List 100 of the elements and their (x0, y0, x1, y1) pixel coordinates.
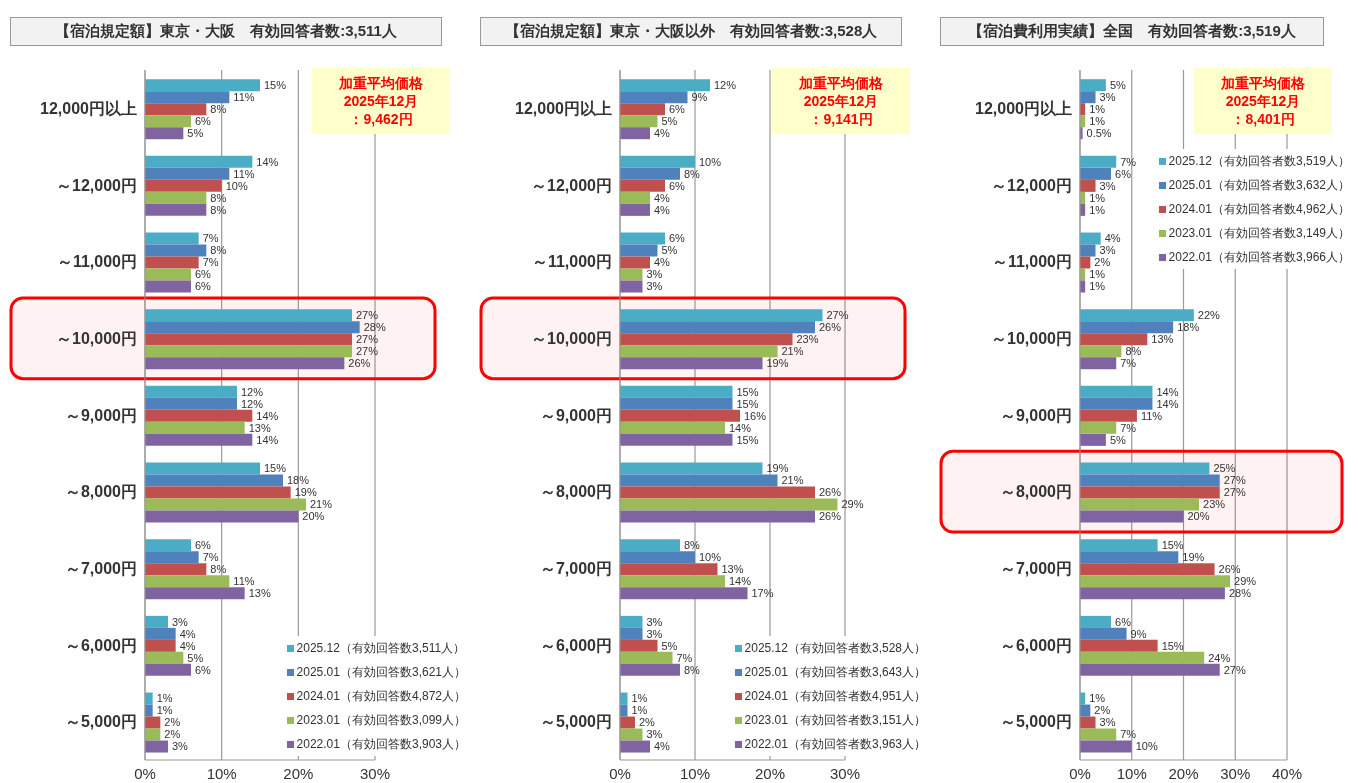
legend-label: 2025.12（有効回答数3,511人） (296, 640, 466, 657)
bar (620, 179, 665, 192)
bar (1080, 563, 1215, 576)
data-label: 26% (1218, 563, 1241, 576)
chart-title: 【宿泊費利用実績】全国 有効回答者数:3,519人 (940, 17, 1324, 46)
bar (1080, 539, 1158, 552)
bar (1080, 421, 1117, 434)
data-label: 10% (225, 179, 248, 192)
data-label: 4% (179, 627, 196, 640)
data-label: 26% (348, 357, 371, 370)
annotation: 加重平均価格 (339, 75, 423, 91)
data-label: 3% (1099, 244, 1116, 257)
bar (145, 333, 352, 346)
bar (145, 91, 230, 104)
data-label: 3% (172, 615, 189, 628)
y-tick-label: ～10,000円 (531, 330, 612, 348)
data-label: 4% (654, 203, 671, 216)
data-label: 12% (714, 79, 737, 92)
bar (620, 409, 740, 422)
bar (620, 155, 695, 168)
annotation: ：9,462円 (349, 111, 413, 127)
bar (1080, 587, 1225, 600)
data-label: 1% (1089, 280, 1106, 293)
bar (620, 397, 733, 410)
data-label: 24% (1208, 651, 1231, 664)
data-label: 1% (1089, 268, 1106, 281)
bar (1080, 155, 1117, 168)
bar (145, 627, 176, 640)
bar (1080, 79, 1106, 92)
data-label: 7% (676, 651, 693, 664)
bar (1080, 615, 1112, 628)
y-tick-label: ～7,000円 (999, 560, 1072, 578)
legend-label: 2023.01（有効回答者数3,149人） (1168, 225, 1350, 243)
x-tick-label: 10% (206, 764, 237, 782)
data-label: 2% (1094, 256, 1111, 269)
bar (620, 728, 643, 741)
bar (145, 728, 161, 741)
data-label: 14% (256, 155, 279, 168)
bar (620, 421, 725, 434)
bar (620, 740, 650, 753)
x-tick-label: 30% (829, 764, 861, 782)
legend-label: 2023.01（有効回答者数3,151人） (744, 712, 926, 729)
bar (620, 321, 815, 334)
bar (1080, 510, 1184, 523)
data-label: 14% (256, 433, 279, 446)
data-label: 15% (264, 79, 287, 92)
data-label: 6% (1115, 167, 1132, 180)
x-tick-label: 20% (1168, 764, 1199, 782)
bar (145, 179, 222, 192)
bar (145, 486, 291, 499)
data-label: 28% (1228, 587, 1252, 600)
data-label: 5% (1109, 79, 1126, 92)
data-label: 8% (684, 167, 701, 180)
bar (1080, 663, 1220, 676)
y-tick-label: ～5,000円 (539, 713, 612, 731)
data-label: 9% (1130, 627, 1147, 640)
bar (145, 244, 207, 257)
data-label: 13% (248, 421, 271, 434)
bar (145, 474, 283, 487)
data-label: 10% (1135, 740, 1158, 753)
annotation: 2025年12月 (1225, 93, 1301, 109)
data-label: 6% (195, 663, 212, 676)
data-label: 28% (363, 321, 386, 334)
data-label: 27% (356, 309, 379, 322)
bar (620, 127, 650, 140)
bar (620, 575, 725, 588)
bar (620, 357, 763, 370)
bar (620, 115, 658, 128)
data-label: 25% (1213, 462, 1236, 475)
data-label: 16% (744, 409, 767, 422)
data-label: 1% (1089, 115, 1106, 128)
legend-label: 2025.01（有効回答数3,621人） (296, 664, 466, 681)
x-tick-label: 30% (1220, 764, 1251, 782)
bar (145, 575, 230, 588)
legend-label: 2025.12（有効回答者数3,528人） (744, 640, 926, 657)
bar (620, 244, 658, 257)
bar (145, 232, 199, 245)
data-label: 5% (661, 244, 678, 257)
bar (145, 385, 237, 398)
bar (1080, 385, 1153, 398)
data-label: 8% (210, 203, 227, 216)
data-label: 21% (781, 474, 804, 487)
x-tick-label: 40% (1271, 764, 1303, 782)
data-label: 4% (654, 191, 671, 204)
bar (620, 498, 838, 511)
bar (1080, 498, 1200, 511)
x-tick-label: 10% (679, 764, 711, 782)
y-tick-label: ～12,000円 (531, 176, 612, 194)
data-label: 4% (654, 740, 671, 753)
bar (1080, 321, 1174, 334)
data-label: 6% (669, 232, 686, 245)
bar (145, 421, 245, 434)
data-label: 6% (1115, 615, 1132, 628)
data-label: 2% (1094, 704, 1111, 717)
bar (620, 587, 748, 600)
data-label: 21% (781, 345, 804, 358)
data-label: 23% (796, 333, 819, 346)
data-label: 6% (195, 280, 212, 293)
data-label: 4% (179, 639, 196, 652)
data-label: 11% (233, 167, 255, 180)
